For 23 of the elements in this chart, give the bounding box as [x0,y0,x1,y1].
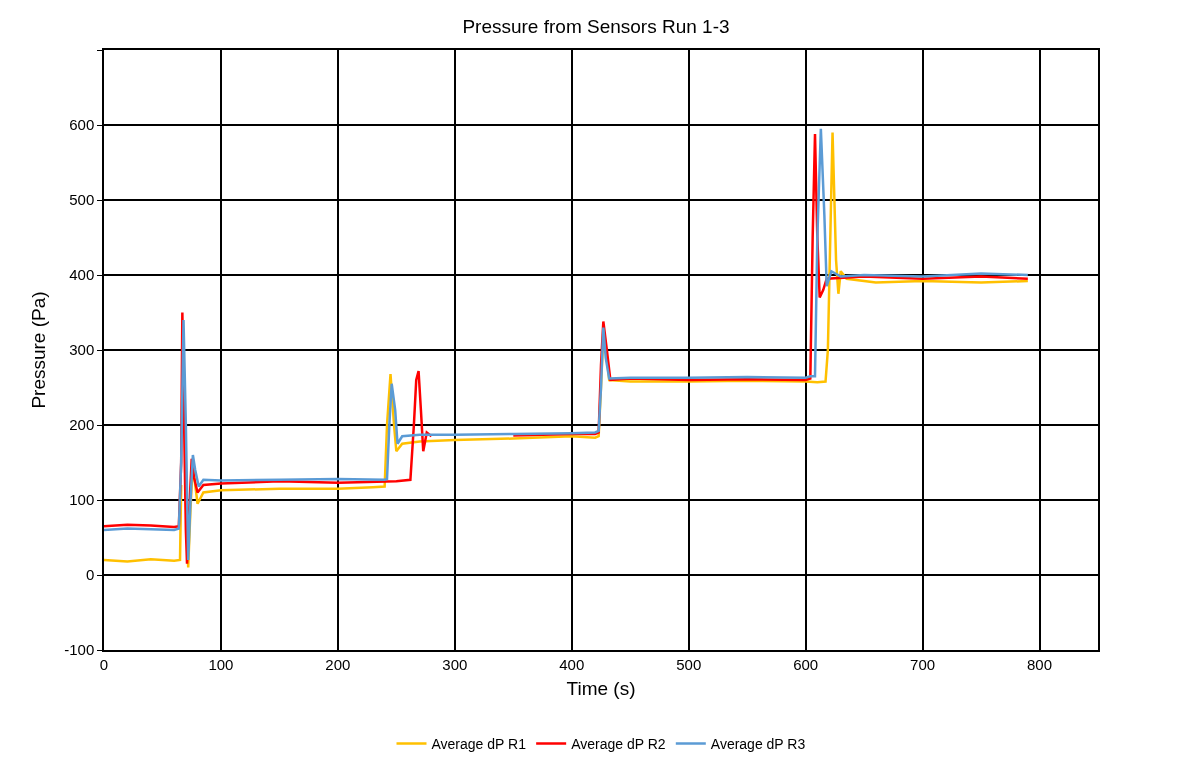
y-axis-title: Pressure (Pa) [27,291,49,409]
x-tick-label: 100 [208,655,234,673]
x-tick-label: 600 [793,655,819,673]
x-tick-label: 300 [442,655,468,673]
legend-label: Average dP R3 [710,736,806,753]
x-tick-label: 700 [910,655,936,673]
y-tick-label: 0 [85,566,95,584]
x-tick-label: 400 [559,655,585,673]
x-tick-label: 0 [99,655,109,673]
legend-label: Average dP R2 [571,736,666,753]
x-tick-label: 800 [1027,655,1053,673]
x-tick-label: 500 [676,655,702,673]
y-tick-label: 200 [69,416,95,434]
x-tick-label: 200 [325,655,351,673]
y-tick-label: -100 [64,641,95,659]
y-tick-label: 100 [69,491,95,509]
y-tick-label: 600 [69,116,95,134]
y-tick-label: 300 [69,341,95,359]
chart-title: Pressure from Sensors Run 1-3 [462,15,730,37]
y-tick-label: 500 [69,191,95,209]
y-tick-label: 400 [69,266,95,284]
legend-label: Average dP R1 [431,736,527,753]
x-axis-title: Time (s) [566,678,636,700]
